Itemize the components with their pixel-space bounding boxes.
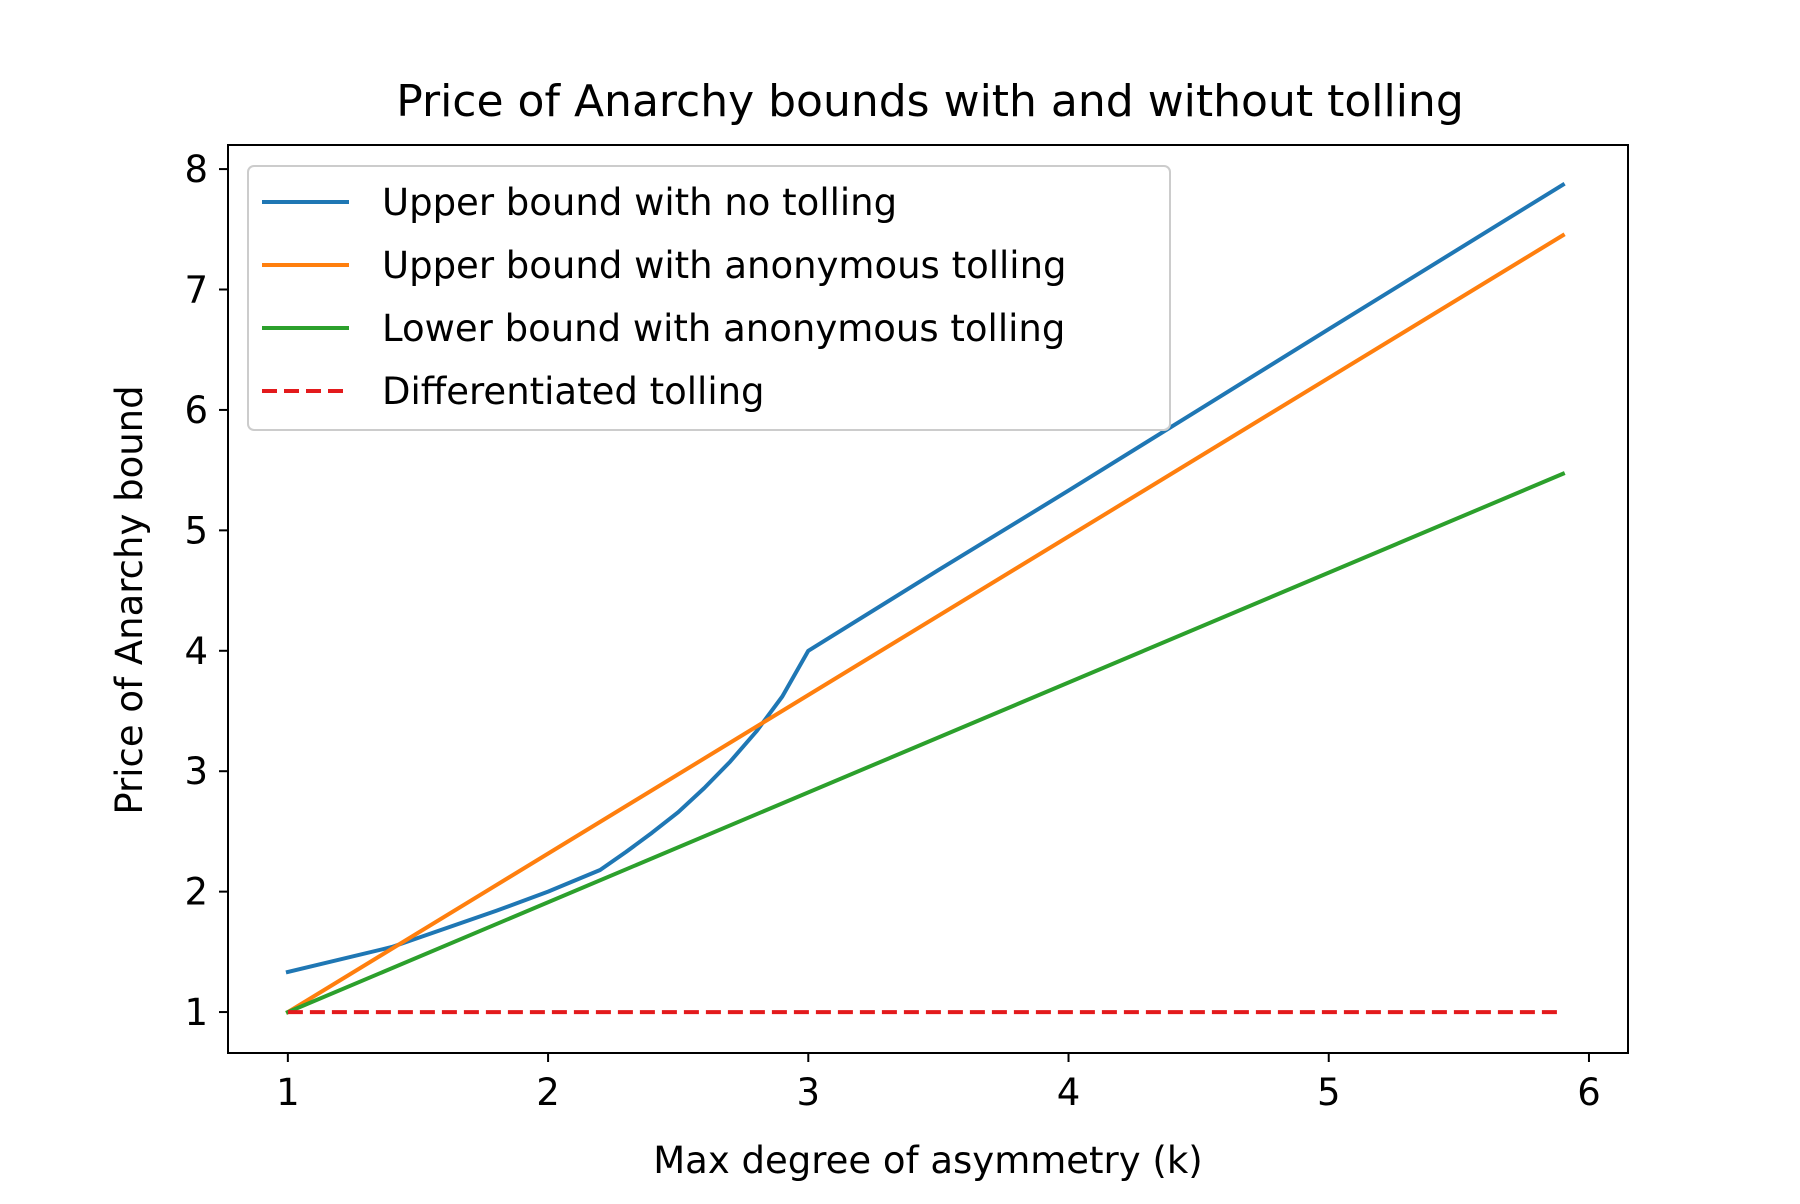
y-tick-label: 2 (184, 871, 208, 914)
y-axis-label: Price of Anarchy bound (108, 385, 151, 814)
x-tick-label: 4 (1057, 1071, 1081, 1114)
x-tick-label: 5 (1317, 1071, 1341, 1114)
x-axis-label: Max degree of asymmetry (k) (653, 1139, 1202, 1182)
y-tick-label: 4 (184, 630, 208, 673)
y-tick-label: 6 (184, 389, 208, 432)
legend: Upper bound with no tolling Upper bound w… (247, 165, 1171, 431)
legend-label: Upper bound with anonymous tolling (382, 244, 1067, 287)
x-tick-label: 6 (1577, 1071, 1601, 1114)
y-tick-label: 7 (184, 269, 208, 312)
y-tick-label: 3 (184, 750, 208, 793)
axes-frame (227, 144, 1629, 1054)
legend-label: Differentiated tolling (382, 370, 765, 413)
series-line-2 (285, 232, 1566, 1015)
legend-label: Upper bound with no tolling (382, 181, 897, 224)
chart-title: Price of Anarchy bounds with and without… (396, 76, 1464, 127)
y-tick-label: 5 (184, 509, 208, 552)
x-tick-label: 1 (276, 1071, 300, 1114)
y-axis-ticks: 1 2 3 4 5 6 7 8 (184, 148, 228, 1034)
legend-box (247, 165, 1171, 431)
y-tick-label: 1 (184, 991, 208, 1034)
legend-label: Lower bound with anonymous tolling (382, 307, 1065, 350)
plot-area (285, 181, 1566, 1015)
x-tick-label: 2 (536, 1071, 560, 1114)
y-tick-label: 8 (184, 148, 208, 191)
series-line-1 (285, 181, 1566, 975)
x-axis-ticks: 1 2 3 4 5 6 (276, 1053, 1601, 1114)
x-tick-label: 3 (797, 1071, 821, 1114)
series-line-3 (285, 471, 1566, 1015)
legend-entries: Upper bound with no tolling Upper bound w… (262, 181, 1067, 413)
